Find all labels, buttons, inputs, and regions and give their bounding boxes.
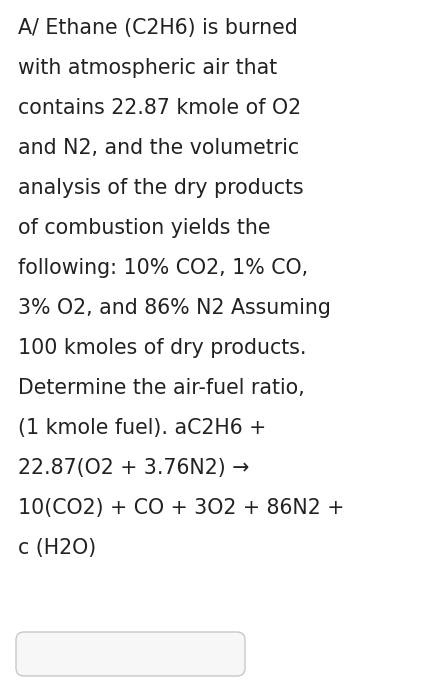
- Text: Determine the air-fuel ratio,: Determine the air-fuel ratio,: [18, 378, 304, 398]
- Text: c (H2O): c (H2O): [18, 538, 96, 558]
- Text: and N2, and the volumetric: and N2, and the volumetric: [18, 138, 299, 158]
- Text: 10(CO2) + CO + 3O2 + 86N2 +: 10(CO2) + CO + 3O2 + 86N2 +: [18, 498, 344, 518]
- Text: (1 kmole fuel). aC2H6 +: (1 kmole fuel). aC2H6 +: [18, 418, 266, 438]
- Text: analysis of the dry products: analysis of the dry products: [18, 178, 303, 198]
- Text: 100 kmoles of dry products.: 100 kmoles of dry products.: [18, 338, 306, 358]
- Text: of combustion yields the: of combustion yields the: [18, 218, 270, 238]
- Text: following: 10% CO2, 1% CO,: following: 10% CO2, 1% CO,: [18, 258, 307, 278]
- FancyBboxPatch shape: [16, 632, 244, 676]
- Text: A/ Ethane (C2H6) is burned: A/ Ethane (C2H6) is burned: [18, 18, 297, 38]
- Text: contains 22.87 kmole of O2: contains 22.87 kmole of O2: [18, 98, 300, 118]
- Text: 22.87(O2 + 3.76N2) →: 22.87(O2 + 3.76N2) →: [18, 458, 249, 478]
- Text: with atmospheric air that: with atmospheric air that: [18, 58, 276, 78]
- Text: 3% O2, and 86% N2 Assuming: 3% O2, and 86% N2 Assuming: [18, 298, 330, 318]
